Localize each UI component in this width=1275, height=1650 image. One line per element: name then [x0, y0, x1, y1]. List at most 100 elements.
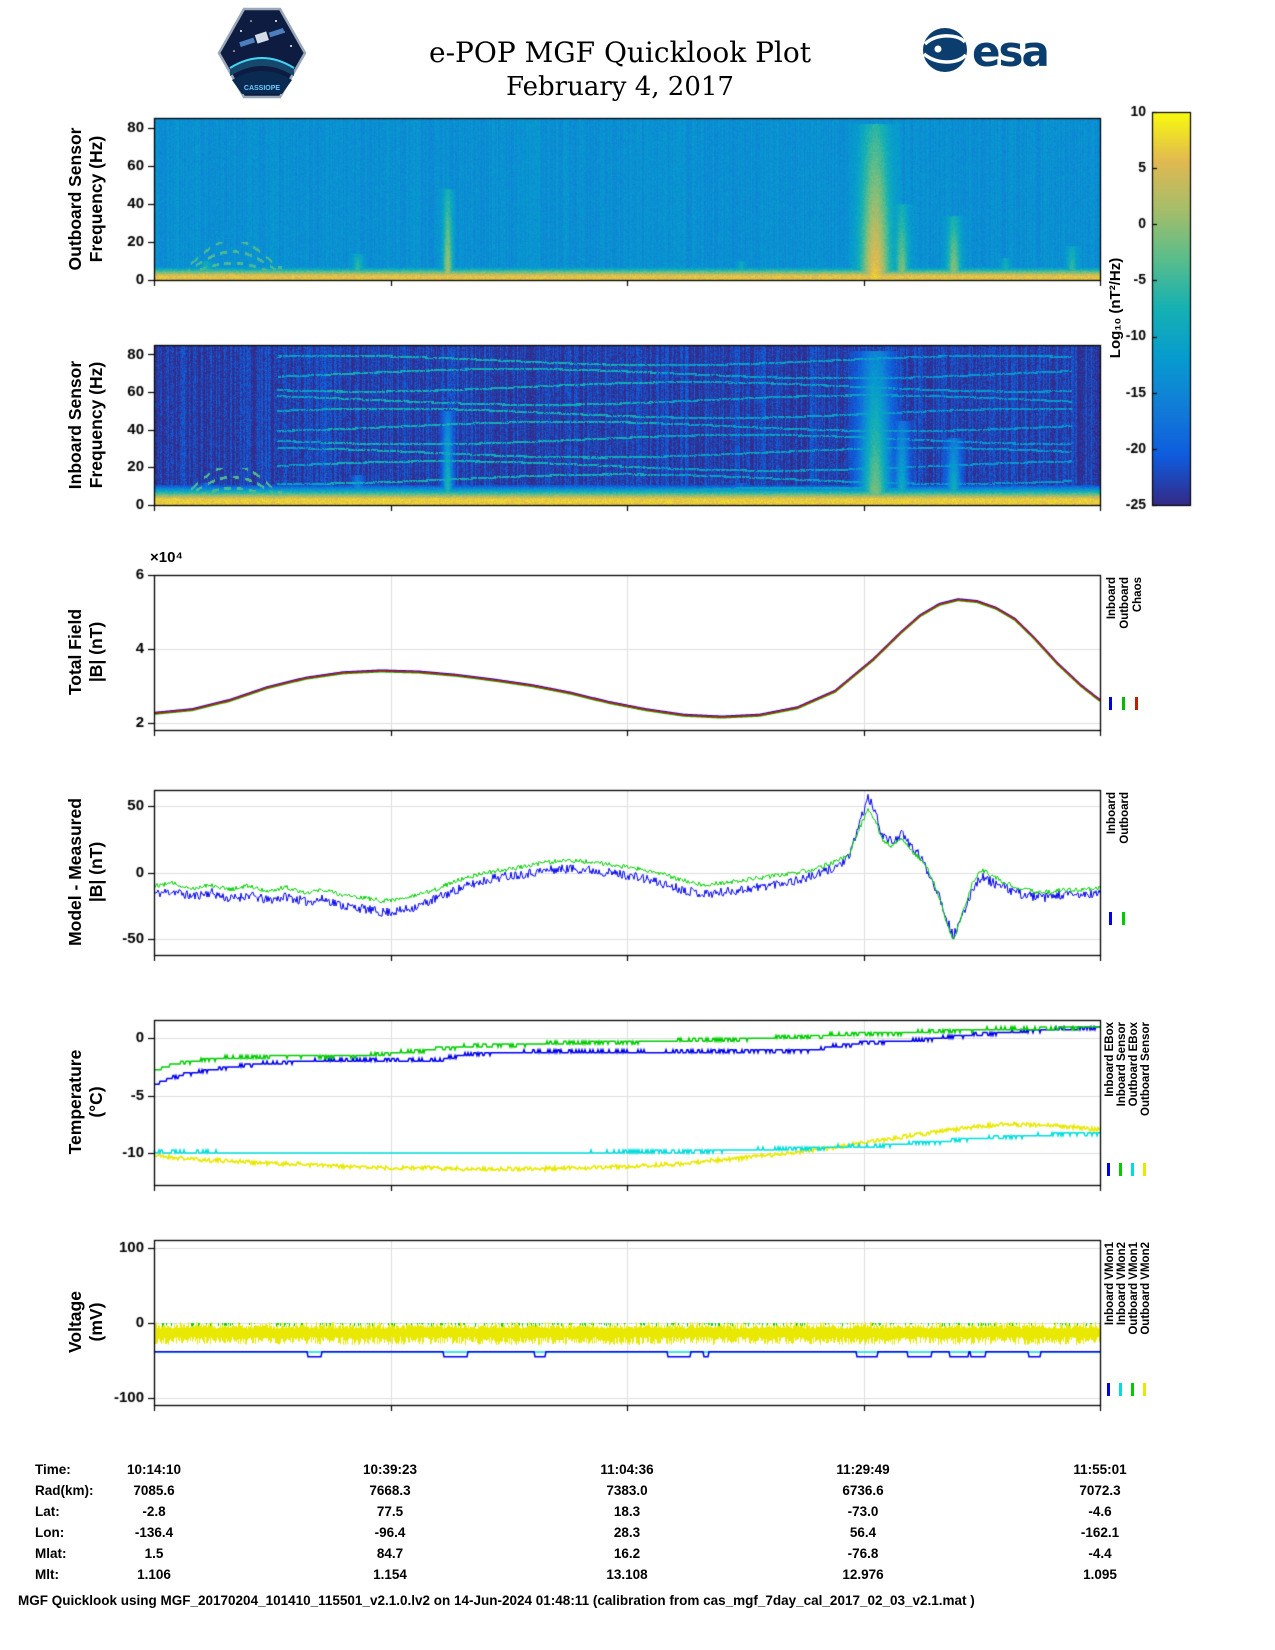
legend-model-outboard-tick	[1122, 912, 1125, 925]
total-field-axis-label: Total Field |B| (nT)	[65, 552, 107, 752]
temperature-axis-line1: Temperature	[65, 1049, 85, 1155]
esa-logo: esa	[922, 27, 1048, 76]
ephemeris-value: 18.3	[613, 1504, 641, 1519]
ephemeris-value: 84.7	[376, 1546, 404, 1561]
legend-temp-inboard-sensor-tick	[1119, 1163, 1122, 1176]
legend-temp-inboard-ebox-tick	[1107, 1163, 1110, 1176]
ephemeris-row-lon: Lon: -136.4 -96.4 28.3 56.4 -162.1	[0, 1525, 1275, 1545]
ephemeris-row-lat: Lat: -2.8 77.5 18.3 -73.0 -4.6	[0, 1504, 1275, 1524]
ephemeris-label: Lon:	[35, 1525, 65, 1540]
legend-temp-outboard-sensor-tick	[1143, 1163, 1146, 1176]
legend-temp-outboard-sensor-label: Outboard Sensor	[1140, 1022, 1152, 1116]
title-block: e-POP MGF Quicklook Plot February 4, 201…	[0, 36, 1240, 102]
total-field-axis-line2: |B| (nT)	[86, 621, 106, 683]
ephemeris-value: 7383.0	[606, 1483, 648, 1498]
ephemeris-label: Time:	[35, 1462, 71, 1477]
inboard-axis-line1: Inboard Sensor	[65, 360, 85, 490]
ephemeris-value: 13.108	[606, 1567, 648, 1582]
ephemeris-value: -73.0	[847, 1504, 879, 1519]
logo-earth	[232, 71, 292, 94]
ephemeris-value: 11:29:49	[836, 1462, 890, 1477]
ephemeris-value: 16.2	[613, 1546, 641, 1561]
plot-date: February 4, 2017	[506, 72, 734, 102]
logo-earth-arc	[230, 58, 294, 76]
ephemeris-value: -136.4	[134, 1525, 174, 1540]
ephemeris-value: 77.5	[376, 1504, 404, 1519]
ephemeris-row-mlt: Mlt: 1.106 1.154 13.108 12.976 1.095	[0, 1567, 1275, 1587]
legend-volt-outboard-vmon2-tick	[1143, 1383, 1146, 1396]
ephemeris-value: 12.976	[842, 1567, 884, 1582]
ephemeris-value: -162.1	[1080, 1525, 1120, 1540]
legend-volt-inboard-vmon2-label: Inboard VMon2	[1116, 1242, 1128, 1326]
outboard-axis-line1: Outboard Sensor	[65, 127, 85, 271]
voltage-axis-line2: (mV)	[86, 1302, 106, 1342]
plot-title: e-POP MGF Quicklook Plot	[429, 36, 811, 69]
ephemeris-value: 7668.3	[369, 1483, 411, 1498]
cassiope-mission-logo: CASSIOPE	[217, 7, 307, 99]
ephemeris-value: 7072.3	[1079, 1483, 1121, 1498]
ephemeris-row-rad: Rad(km): 7085.6 7668.3 7383.0 6736.6 707…	[0, 1483, 1275, 1503]
esa-globe-dot	[934, 45, 942, 53]
esa-globe-stripe-top	[923, 34, 967, 46]
legend-temp-outboard-ebox-tick	[1131, 1163, 1134, 1176]
legend-model-inboard-tick	[1109, 912, 1112, 925]
ephemeris-label: Rad(km):	[35, 1483, 94, 1498]
model-measured-axis-line1: Model - Measured	[65, 798, 85, 946]
legend-volt-outboard-vmon2-label: Outboard VMon2	[1140, 1242, 1152, 1335]
legend-total-field-chaos-tick	[1135, 697, 1138, 710]
ephemeris-value: 6736.6	[842, 1483, 884, 1498]
ephemeris-value: 11:55:01	[1073, 1462, 1127, 1477]
ephemeris-value: 1.095	[1083, 1567, 1117, 1582]
ephemeris-value: -4.4	[1088, 1546, 1112, 1561]
ephemeris-row-mlat: Mlat: 1.5 84.7 16.2 -76.8 -4.4	[0, 1546, 1275, 1566]
model-measured-axis-label: Model - Measured |B| (nT)	[65, 752, 107, 992]
ephemeris-value: -4.6	[1088, 1504, 1112, 1519]
legend-model-outboard-label: Outboard	[1119, 792, 1131, 844]
ephemeris-value: 7085.6	[133, 1483, 175, 1498]
legend-total-field-inboard-label: Inboard	[1106, 577, 1118, 620]
ephemeris-label: Mlt:	[35, 1567, 59, 1582]
model-measured-axis-line2: |B| (nT)	[86, 841, 106, 903]
legend-total-field-outboard-tick	[1122, 697, 1125, 710]
legend-volt-outboard-vmon1-tick	[1131, 1383, 1134, 1396]
logo-horizon-glow	[229, 57, 295, 69]
esa-wordmark: esa	[972, 27, 1048, 76]
total-field-axis-line1: Total Field	[65, 608, 85, 696]
ephemeris-value: 1.154	[373, 1567, 407, 1582]
inboard-frequency-axis-label: Inboard Sensor Frequency (Hz)	[65, 305, 107, 545]
legend-volt-outboard-vmon1-label: Outboard VMon1	[1128, 1242, 1140, 1335]
temperature-axis-label: Temperature (°C)	[65, 992, 107, 1212]
ephemeris-value: 10:14:10	[126, 1462, 182, 1477]
ephemeris-value: -76.8	[847, 1546, 879, 1561]
ephemeris-value: 28.3	[613, 1525, 641, 1540]
legend-volt-inboard-vmon1-tick	[1107, 1383, 1110, 1396]
colorbar-label: Log₁₀ (nT²/Hz)	[1107, 257, 1124, 359]
esa-globe-stripe-bottom	[922, 52, 968, 64]
mission-logo-text: CASSIOPE	[244, 85, 281, 92]
legend-total-field-chaos-label: Chaos	[1132, 577, 1144, 613]
legend-volt-inboard-vmon1-label: Inboard VMon1	[1104, 1242, 1116, 1326]
inboard-axis-line2: Frequency (Hz)	[86, 361, 106, 489]
legend-temp-inboard-sensor-label: Inboard Sensor	[1116, 1022, 1128, 1107]
voltage-axis-line1: Voltage	[65, 1291, 85, 1353]
total-field-multiplier: ×10⁴	[150, 549, 183, 566]
ephemeris-value: 11:04:36	[600, 1462, 654, 1477]
legend-total-field-inboard-tick	[1109, 697, 1112, 710]
ephemeris-value: -2.8	[142, 1504, 166, 1519]
legend-volt-inboard-vmon2-tick	[1119, 1383, 1122, 1396]
legend-total-field-outboard-label: Outboard	[1119, 577, 1131, 629]
outboard-frequency-axis-label: Outboard Sensor Frequency (Hz)	[65, 79, 107, 319]
temperature-axis-line2: (°C)	[86, 1086, 106, 1118]
legend-model-inboard-label: Inboard	[1106, 792, 1118, 835]
ephemeris-label: Mlat:	[35, 1546, 67, 1561]
outboard-axis-line2: Frequency (Hz)	[86, 135, 106, 263]
ephemeris-row-time: Time: 10:14:10 10:39:23 11:04:36 11:29:4…	[0, 1462, 1275, 1482]
legend-temp-outboard-ebox-label: Outboard EBox	[1128, 1022, 1140, 1107]
ephemeris-value: 10:39:23	[362, 1462, 418, 1477]
footer-note: MGF Quicklook using MGF_20170204_101410_…	[18, 1593, 975, 1608]
voltage-axis-label: Voltage (mV)	[65, 1232, 107, 1412]
legend-temp-inboard-ebox-label: Inboard EBox	[1104, 1022, 1116, 1097]
ephemeris-value: 1.106	[137, 1567, 171, 1582]
logo-satellite	[239, 28, 285, 48]
